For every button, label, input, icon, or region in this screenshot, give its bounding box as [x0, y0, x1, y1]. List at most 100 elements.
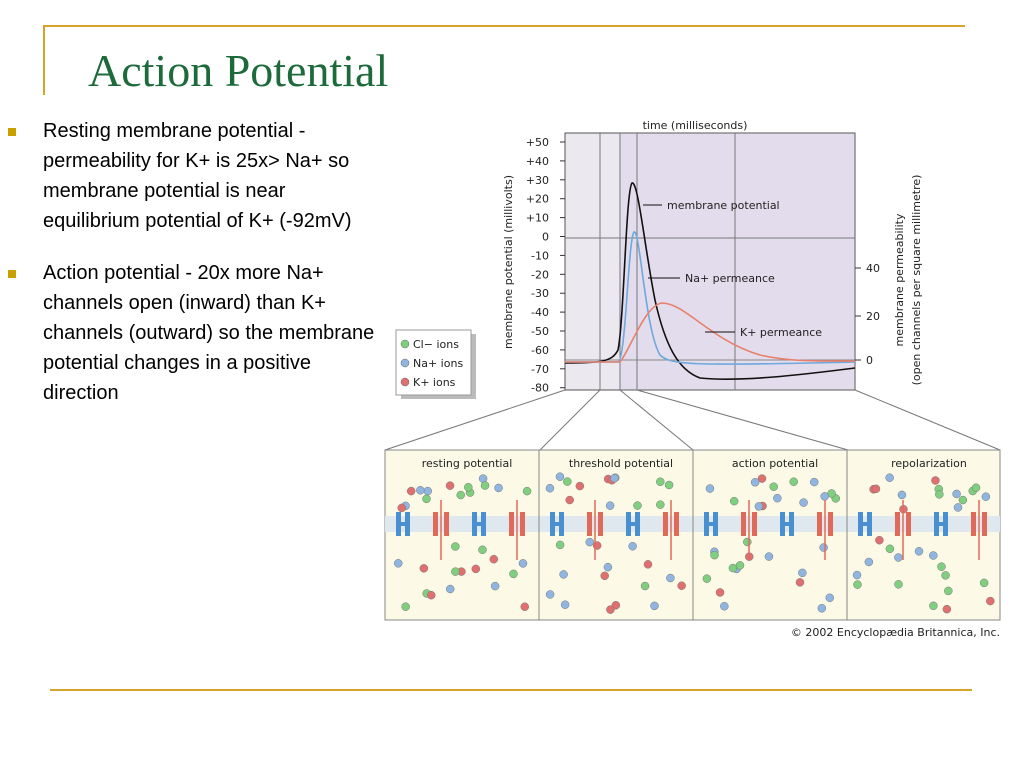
ion: [509, 569, 518, 579]
legend-label: Na+ ions: [413, 357, 463, 370]
ion: [560, 600, 570, 609]
ion: [702, 574, 712, 583]
ion: [406, 486, 416, 496]
ion: [929, 551, 938, 560]
na-channel: [780, 512, 794, 536]
ion: [914, 547, 924, 556]
ion: [480, 481, 490, 490]
ion: [769, 482, 778, 491]
ion: [820, 492, 829, 501]
ion: [853, 580, 862, 589]
annotation: Na+ permeance: [685, 272, 775, 285]
top-rule: [43, 25, 965, 27]
ion: [810, 477, 819, 487]
credit: © 2002 Encyclopædia Britannica, Inc.: [791, 626, 1000, 639]
legend-dot: [400, 377, 410, 387]
k-channel: [663, 512, 679, 536]
na-curve: [565, 231, 856, 365]
ion: [944, 586, 953, 596]
ion: [764, 552, 774, 561]
ion: [610, 473, 619, 483]
y2-tick-label: 0: [866, 354, 873, 367]
ion: [397, 503, 406, 513]
y-tick-label: +30: [526, 174, 549, 187]
y-tick-label: -60: [531, 344, 549, 357]
ion: [773, 493, 782, 503]
y-tick-label: +50: [526, 136, 549, 149]
k-channel: [895, 512, 911, 536]
ion: [819, 543, 828, 552]
ion: [545, 483, 555, 493]
k-channel: [817, 512, 833, 536]
y-tick-label: -70: [531, 363, 549, 376]
ion: [710, 550, 719, 560]
ion: [894, 553, 903, 562]
ion: [656, 500, 665, 509]
k-channel: [741, 512, 757, 536]
ion: [401, 602, 410, 611]
annotation: membrane potential: [667, 199, 780, 212]
ion: [743, 537, 752, 547]
ion: [885, 473, 894, 482]
time-lines: [565, 133, 855, 390]
na-channel: [704, 512, 718, 536]
ion: [937, 562, 946, 571]
ion: [585, 537, 594, 547]
ion: [953, 503, 963, 512]
ion: [897, 490, 907, 500]
k-channel: [433, 512, 449, 536]
ion: [952, 489, 961, 499]
panel-label: action potential: [732, 457, 818, 470]
ion: [451, 542, 460, 551]
ion: [490, 581, 500, 591]
ion: [871, 484, 881, 494]
k-channel: [971, 512, 987, 536]
ion: [981, 492, 991, 501]
bottom-rule: [50, 689, 972, 691]
y-tick-label: +40: [526, 155, 549, 168]
k-channel: [587, 512, 603, 536]
bullet: Action potential - 20x more Na+ channels…: [0, 258, 380, 408]
ion: [754, 502, 764, 511]
ion: [852, 570, 862, 580]
ion: [825, 593, 835, 603]
ion: [423, 486, 432, 496]
panel-label: repolarization: [891, 457, 967, 470]
k-channel: [509, 512, 525, 536]
ion: [478, 545, 487, 555]
y-tick-label: +10: [526, 212, 549, 225]
zoom-lines: [384, 389, 1001, 451]
y-tick-label: -20: [531, 268, 549, 281]
ion: [464, 482, 473, 492]
na-channel: [550, 512, 564, 536]
ion: [628, 541, 637, 551]
annotation: K+ permeance: [740, 326, 822, 339]
ion: [757, 474, 767, 483]
ion: [633, 501, 642, 510]
ion: [958, 495, 968, 505]
na-channel: [472, 512, 486, 536]
bullet-list: Resting membrane potential - permeabilit…: [0, 116, 380, 430]
ion: [799, 498, 808, 507]
ion: [798, 568, 807, 578]
ion: [606, 605, 615, 614]
ion: [640, 581, 650, 591]
ion: [456, 490, 465, 500]
ion: [555, 540, 565, 550]
ion: [494, 483, 503, 493]
legend-label: Cl− ions: [413, 338, 459, 351]
ion: [894, 580, 903, 589]
ion: [545, 590, 555, 599]
ion: [559, 570, 568, 579]
ion: [875, 535, 884, 545]
ion: [728, 563, 738, 573]
ion: [575, 481, 585, 491]
ion: [656, 477, 665, 486]
na-channel: [626, 512, 640, 536]
ion: [522, 486, 532, 496]
legend-label: K+ ions: [413, 376, 456, 389]
ion: [489, 554, 499, 564]
k-curve: [565, 302, 856, 363]
